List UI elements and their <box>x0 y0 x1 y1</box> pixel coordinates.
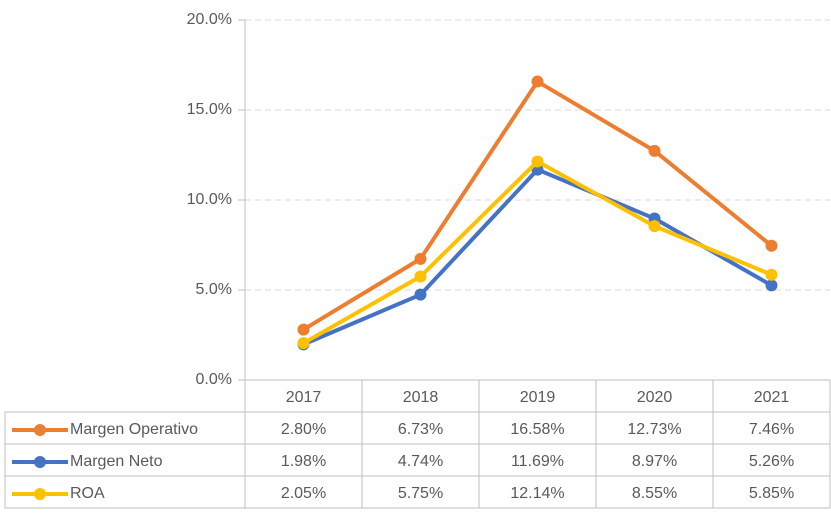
table-value: 7.46% <box>749 421 794 438</box>
marker <box>414 288 427 301</box>
marker <box>297 337 310 350</box>
table-value: 1.98% <box>281 453 326 470</box>
table-value: 2.05% <box>281 485 326 502</box>
marker <box>531 155 544 168</box>
legend-marker <box>34 488 46 500</box>
table-value: 11.69% <box>511 453 564 470</box>
legend-label: ROA <box>70 485 105 502</box>
series-line <box>302 167 773 347</box>
marker <box>414 270 427 283</box>
marker <box>414 252 427 265</box>
legend-marker <box>34 424 46 436</box>
y-tick-label: 0.0% <box>196 371 232 388</box>
table-value: 16.58% <box>510 421 564 438</box>
marker <box>531 75 544 88</box>
legend-label: Margen Operativo <box>70 421 198 438</box>
y-tick-label: 10.0% <box>187 191 232 208</box>
table-value: 8.55% <box>632 485 677 502</box>
x-tick-label: 2020 <box>637 389 673 406</box>
x-tick-label: 2019 <box>520 389 556 406</box>
legend-label: Margen Neto <box>70 453 163 470</box>
x-tick-label: 2021 <box>754 389 790 406</box>
marker <box>297 323 310 336</box>
table-value: 12.73% <box>627 421 681 438</box>
table-value: 5.75% <box>398 485 443 502</box>
table-value: 12.14% <box>510 485 564 502</box>
series-line <box>302 79 773 332</box>
x-tick-label: 2017 <box>286 389 322 406</box>
table-value: 8.97% <box>632 453 677 470</box>
marker <box>648 144 661 157</box>
y-tick-label: 5.0% <box>196 281 232 298</box>
marker <box>648 220 661 233</box>
marker <box>765 239 778 252</box>
x-tick-label: 2018 <box>403 389 439 406</box>
table-value: 6.73% <box>398 421 443 438</box>
table-value: 2.80% <box>281 421 326 438</box>
table-value: 4.74% <box>398 453 443 470</box>
marker <box>765 268 778 281</box>
table-value: 5.26% <box>749 453 794 470</box>
y-tick-label: 20.0% <box>187 11 232 28</box>
legend-marker <box>34 456 46 468</box>
y-tick-label: 15.0% <box>187 101 232 118</box>
table-value: 5.85% <box>749 485 794 502</box>
marker <box>765 279 778 292</box>
